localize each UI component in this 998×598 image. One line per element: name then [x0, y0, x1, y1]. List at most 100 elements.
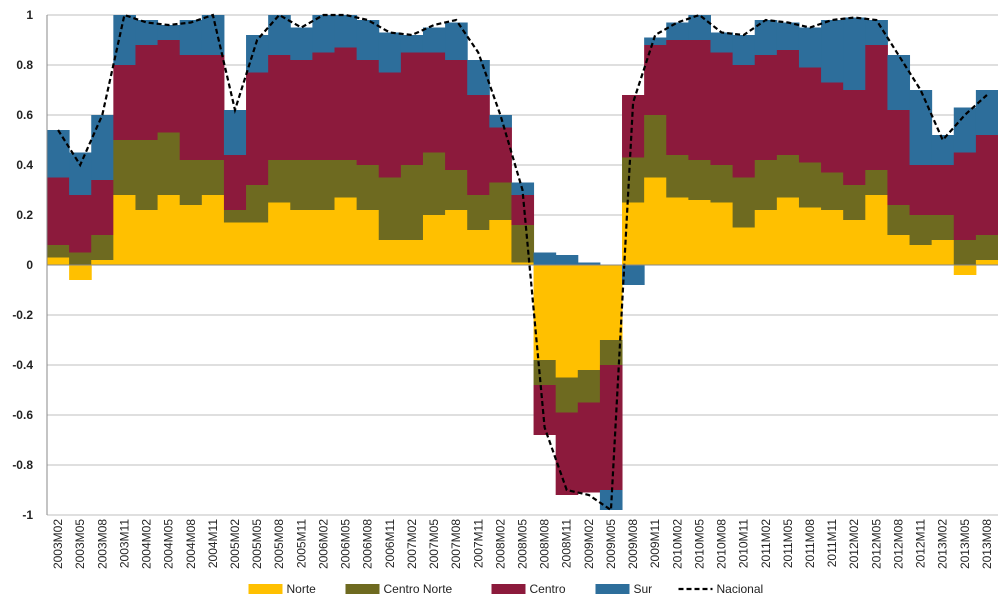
- bar-segment: [91, 180, 114, 235]
- bar-segment: [422, 152, 446, 215]
- bar-segment: [710, 165, 734, 203]
- bar-segment: [422, 215, 446, 265]
- bar-segment: [445, 22, 468, 60]
- bar-segment: [400, 52, 424, 165]
- bar-segment: [91, 115, 114, 180]
- bar-segment: [378, 32, 402, 73]
- bar-segment: [865, 20, 888, 45]
- bar-segment: [334, 160, 358, 198]
- bar-segment: [511, 262, 535, 265]
- bar-segment: [776, 197, 800, 265]
- x-tick-label: 2011M02: [759, 519, 773, 568]
- y-tick-label: -0.6: [12, 408, 33, 422]
- x-tick-label: 2009M05: [604, 519, 618, 569]
- bar-segment: [644, 45, 667, 115]
- bar-segment: [179, 160, 203, 205]
- bar-segment: [201, 160, 225, 195]
- bar-segment: [69, 252, 92, 265]
- bar-segment: [467, 195, 490, 230]
- bar-segment: [710, 32, 734, 53]
- bar-segment: [555, 265, 579, 378]
- bar-segment: [268, 160, 291, 203]
- bar-segment: [776, 22, 800, 50]
- bar-segment: [69, 195, 92, 253]
- bar-segment: [290, 60, 313, 160]
- x-tick-label: 2003M02: [51, 519, 65, 569]
- bar-segment: [135, 45, 159, 140]
- bar-segment: [246, 35, 269, 73]
- bar-segment: [798, 27, 822, 68]
- bar-segment: [356, 210, 380, 265]
- x-tick-label: 2010M11: [737, 519, 751, 568]
- bar-segment: [157, 40, 181, 133]
- bar-segment: [931, 165, 955, 215]
- x-tick-label: 2006M02: [316, 519, 330, 569]
- bar-segment: [290, 27, 313, 60]
- bar-segment: [599, 265, 623, 340]
- legend-swatch: [345, 584, 380, 594]
- x-tick-label: 2007M08: [449, 519, 463, 569]
- bar-segment: [489, 220, 512, 265]
- x-tick-label: 2004M11: [206, 519, 220, 568]
- bar-segment: [843, 220, 866, 265]
- y-tick-label: 0.6: [16, 108, 33, 122]
- bar-segment: [909, 245, 933, 265]
- bar-segment: [577, 402, 601, 493]
- bar-segment: [555, 255, 579, 265]
- bar-segment: [356, 20, 380, 60]
- bar-segment: [666, 155, 689, 198]
- bar-segment: [356, 60, 380, 165]
- bar-segment: [69, 152, 92, 195]
- bar-segment: [843, 90, 866, 185]
- bar-segment: [931, 135, 955, 165]
- legend-swatch: [491, 584, 526, 594]
- bar-segment: [953, 240, 977, 265]
- bar-segment: [688, 15, 711, 40]
- bar-segment: [223, 155, 247, 210]
- bar-segment: [378, 240, 402, 265]
- bar-segment: [577, 262, 601, 265]
- x-tick-label: 2003M05: [73, 519, 87, 569]
- x-tick-label: 2005M02: [228, 519, 242, 569]
- bar-segment: [47, 257, 70, 265]
- bar-segment: [201, 55, 225, 160]
- x-tick-label: 2012M11: [914, 519, 928, 568]
- bar-segment: [666, 40, 689, 155]
- bar-segment: [754, 210, 778, 265]
- bar-segment: [91, 235, 114, 260]
- legend-label: Sur: [634, 582, 653, 596]
- bar-segment: [909, 90, 933, 165]
- bar-segment: [975, 260, 998, 265]
- bar-segment: [223, 222, 247, 265]
- bar-segment: [821, 172, 844, 210]
- bar-segment: [268, 202, 291, 265]
- legend-swatch: [595, 584, 630, 594]
- x-tick-label: 2010M08: [715, 519, 729, 569]
- x-tick-label: 2009M08: [626, 519, 640, 569]
- bar-segment: [113, 195, 136, 265]
- bar-segment: [710, 52, 734, 165]
- x-tick-label: 2003M11: [117, 519, 131, 568]
- bar-segment: [511, 225, 535, 263]
- bar-segment: [400, 165, 424, 240]
- x-tick-label: 2011M08: [803, 519, 817, 568]
- bar-segment: [732, 177, 756, 228]
- bar-segment: [201, 195, 225, 265]
- bar-segment: [688, 200, 711, 265]
- bar-segment: [135, 140, 159, 210]
- bar-segment: [179, 55, 203, 160]
- bar-segment: [356, 165, 380, 210]
- bar-segment: [865, 170, 888, 195]
- bar-segment: [135, 20, 159, 45]
- bar-segment: [334, 197, 358, 265]
- bar-segment: [467, 60, 490, 95]
- y-tick-label: 0.8: [16, 58, 33, 72]
- bar-segment: [865, 45, 888, 170]
- bar-segment: [821, 20, 844, 83]
- bar-segment: [821, 82, 844, 173]
- bar-segment: [843, 17, 866, 90]
- bar-segment: [533, 360, 557, 385]
- bar-segment: [953, 152, 977, 240]
- bar-segment: [290, 210, 313, 265]
- x-tick-label: 2006M08: [361, 519, 375, 569]
